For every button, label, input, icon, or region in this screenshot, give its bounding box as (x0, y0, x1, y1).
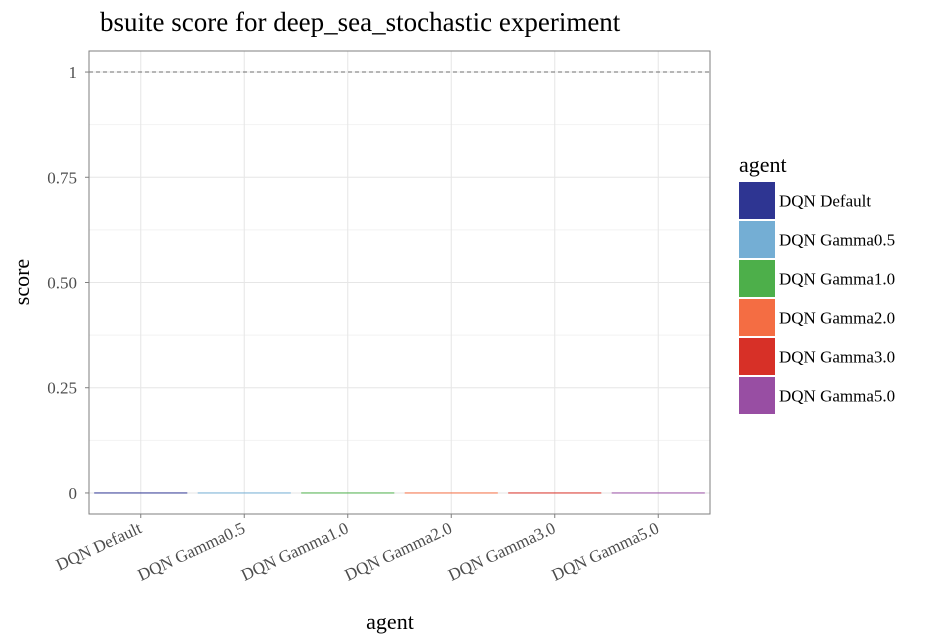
legend-key (739, 182, 775, 219)
x-tick-label: DQN Gamma0.5 (135, 518, 248, 584)
y-axis-title: score (9, 259, 34, 305)
bar (508, 492, 602, 494)
legend-key (739, 221, 775, 258)
legend-key (739, 299, 775, 336)
legend: agent DQN Default DQN Gamma0.5 DQN Gamma1.… (739, 152, 895, 414)
legend-title: agent (739, 152, 787, 177)
bar (94, 492, 188, 494)
legend-label: DQN Gamma0.5 (779, 231, 895, 250)
legend-label: DQN Gamma1.0 (779, 270, 895, 289)
legend-label: DQN Gamma3.0 (779, 348, 895, 367)
legend-key (739, 377, 775, 414)
legend-label: DQN Gamma2.0 (779, 309, 895, 328)
x-tick-label: DQN Default (53, 518, 145, 574)
x-tick-label: DQN Gamma5.0 (549, 518, 662, 584)
y-tick-label: 0 (69, 484, 78, 503)
chart-title: bsuite score for deep_sea_stochastic exp… (100, 7, 621, 37)
y-tick-label: 1 (69, 63, 78, 82)
x-axis-title: agent (366, 609, 414, 634)
x-tick-label: DQN Gamma1.0 (238, 518, 351, 584)
bar (611, 492, 705, 494)
x-tick-label: DQN Gamma2.0 (342, 518, 455, 584)
legend-label: DQN Default (779, 192, 871, 211)
y-tick-label: 0.50 (47, 274, 77, 293)
plot-panel (88, 50, 711, 515)
y-tick-label: 0.75 (47, 168, 77, 187)
bar (404, 492, 498, 494)
legend-key (739, 338, 775, 375)
bar (197, 492, 291, 494)
y-tick-label: 0.25 (47, 379, 77, 398)
legend-key (739, 260, 775, 297)
x-tick-label: DQN Gamma3.0 (445, 518, 558, 584)
y-axis: 0 0.25 0.50 0.75 1 (47, 63, 89, 503)
bar (301, 492, 395, 494)
legend-label: DQN Gamma5.0 (779, 387, 895, 406)
